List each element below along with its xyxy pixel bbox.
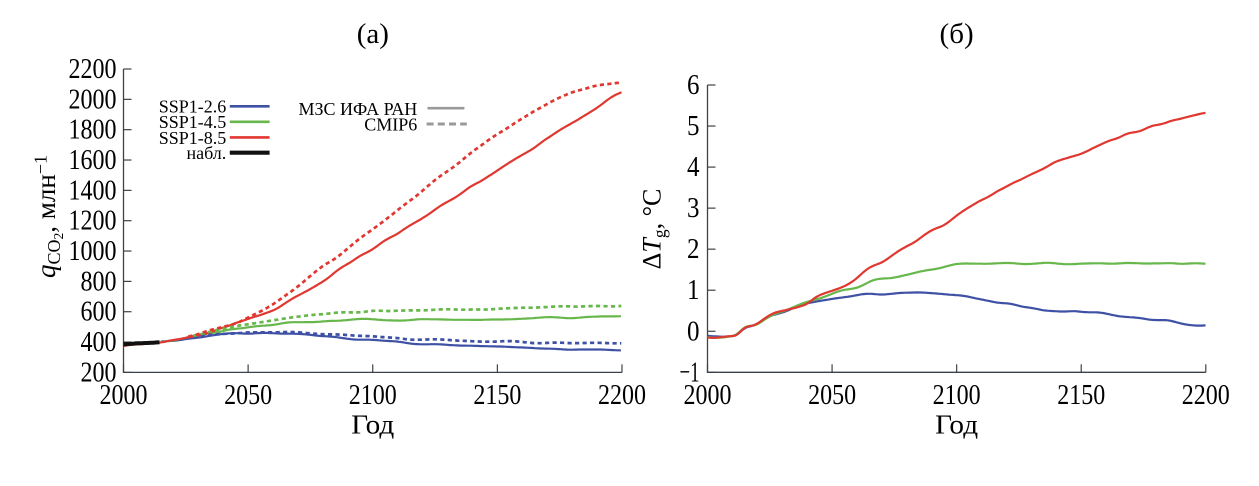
svg-text:2: 2 bbox=[687, 233, 700, 265]
svg-text:1800: 1800 bbox=[69, 114, 117, 146]
svg-text:2150: 2150 bbox=[473, 379, 521, 411]
svg-text:400: 400 bbox=[81, 326, 117, 358]
svg-text:600: 600 bbox=[81, 296, 117, 328]
svg-text:2000: 2000 bbox=[69, 83, 117, 115]
svg-text:2150: 2150 bbox=[1057, 379, 1105, 411]
svg-text:800: 800 bbox=[81, 265, 117, 297]
svg-text:2050: 2050 bbox=[808, 379, 856, 411]
svg-text:CMIP6: CMIP6 bbox=[364, 114, 417, 134]
svg-text:(б): (б) bbox=[940, 18, 974, 50]
svg-text:qCO2, млн−1: qCO2, млн−1 bbox=[31, 155, 67, 278]
svg-text:1000: 1000 bbox=[69, 235, 117, 267]
svg-text:2100: 2100 bbox=[933, 379, 981, 411]
svg-text:2200: 2200 bbox=[1182, 379, 1230, 411]
svg-text:5: 5 bbox=[687, 110, 700, 142]
svg-text:3: 3 bbox=[687, 192, 700, 224]
svg-text:1400: 1400 bbox=[69, 174, 117, 206]
svg-text:набл.: набл. bbox=[186, 143, 226, 163]
svg-text:6: 6 bbox=[687, 69, 700, 101]
svg-text:МЗС ИФА РАН: МЗС ИФА РАН bbox=[298, 99, 417, 119]
svg-text:1: 1 bbox=[687, 274, 700, 306]
svg-text:2050: 2050 bbox=[224, 379, 272, 411]
svg-text:2200: 2200 bbox=[598, 379, 646, 411]
svg-text:4: 4 bbox=[687, 151, 700, 183]
svg-text:0: 0 bbox=[687, 315, 700, 347]
svg-text:SSP1-8.5: SSP1-8.5 bbox=[159, 128, 227, 148]
svg-text:Год: Год bbox=[935, 410, 978, 440]
svg-text:ΔTg, °C: ΔTg, °C bbox=[638, 189, 670, 270]
svg-text:2000: 2000 bbox=[684, 379, 732, 411]
svg-text:SSP1-4.5: SSP1-4.5 bbox=[159, 112, 227, 132]
svg-text:−1: −1 bbox=[680, 356, 700, 388]
svg-text:2100: 2100 bbox=[349, 379, 397, 411]
svg-text:2000: 2000 bbox=[100, 379, 148, 411]
svg-text:1600: 1600 bbox=[69, 144, 117, 176]
svg-text:(а): (а) bbox=[357, 18, 389, 50]
svg-text:2200: 2200 bbox=[69, 53, 117, 85]
svg-text:SSP1-2.6: SSP1-2.6 bbox=[159, 97, 227, 117]
svg-text:1200: 1200 bbox=[69, 205, 117, 237]
svg-text:Год: Год bbox=[351, 410, 394, 440]
svg-text:200: 200 bbox=[81, 356, 117, 388]
